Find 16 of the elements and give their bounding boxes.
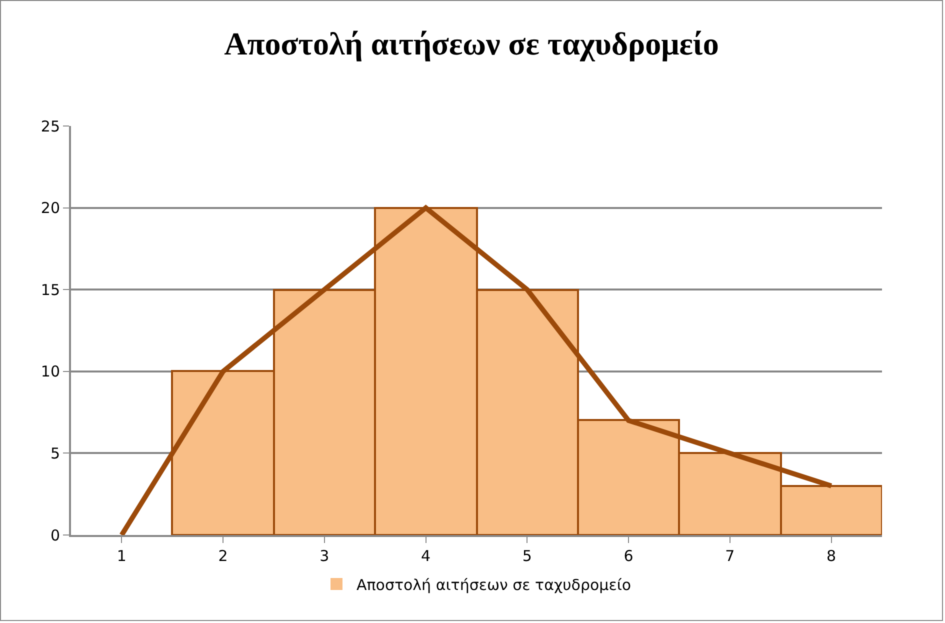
y-tick-label: 15 — [40, 280, 60, 299]
x-tick-label: 2 — [218, 547, 228, 565]
x-tick-label: 8 — [826, 547, 836, 565]
y-tick-label: 25 — [40, 117, 60, 136]
y-tick-label: 5 — [50, 444, 60, 462]
chart-title: Αποστολή αιτήσεων σε ταχυδρομείο — [224, 25, 719, 62]
x-tick-label: 3 — [320, 547, 330, 565]
x-tick-label: 4 — [421, 547, 431, 565]
y-tick-label: 20 — [40, 199, 60, 218]
legend-label: Αποστολή αιτήσεων σε ταχυδρομείο — [356, 576, 632, 594]
y-tick-label: 10 — [40, 362, 60, 381]
x-tick-label: 5 — [522, 547, 532, 565]
x-tick-label: 1 — [116, 547, 126, 565]
y-tick-label: 0 — [50, 526, 60, 544]
x-tick-label: 7 — [725, 547, 735, 565]
x-tick-label: 6 — [624, 547, 634, 565]
